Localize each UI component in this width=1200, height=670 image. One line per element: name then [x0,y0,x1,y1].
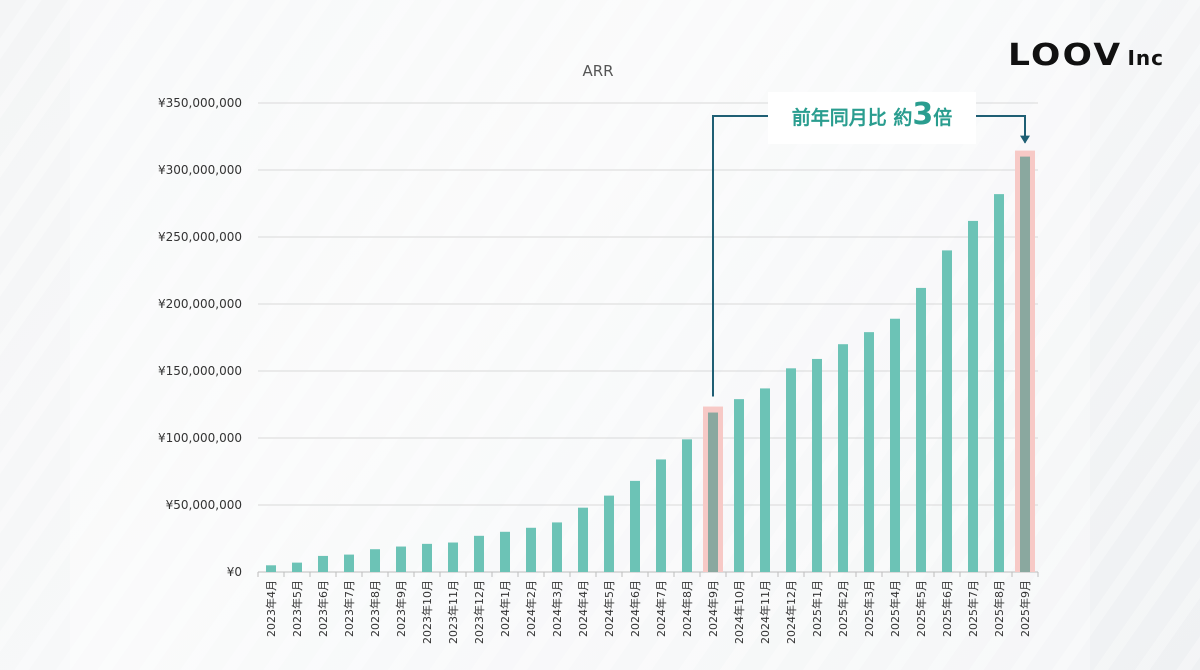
bar [682,439,692,572]
bar [578,507,588,572]
bar [604,495,614,572]
annotation-label-box [768,92,976,144]
x-tick-label: 2025年8月 [992,580,1006,637]
x-tick-label: 2023年9月 [394,580,408,637]
x-tick-label: 2024年11月 [758,580,772,644]
x-tick-label: 2025年7月 [966,580,980,637]
bar [942,250,952,572]
bar [760,388,770,572]
bar [422,543,432,572]
x-tick-label: 2025年3月 [862,580,876,637]
x-tick-label: 2024年2月 [524,580,538,637]
chart-title: ARR [582,62,613,80]
x-tick-label: 2023年6月 [316,580,330,637]
bar [370,549,380,572]
x-tick-label: 2024年3月 [550,580,564,637]
x-tick-label: 2024年8月 [680,580,694,637]
logo-suffix: Inc [1127,46,1164,70]
x-tick-label: 2023年12月 [472,580,486,644]
annotation-emphasis: 3 [912,97,933,132]
x-tick-label: 2025年6月 [940,580,954,637]
bar [292,562,302,572]
x-tick-label: 2023年4月 [264,580,278,637]
x-tick-label: 2025年4月 [888,580,902,637]
bar [838,344,848,572]
bar [448,542,458,572]
bar [630,480,640,572]
annotation-prefix: 前年同月比 約 [792,106,913,129]
x-tick-label: 2024年12月 [784,580,798,644]
x-tick-label: 2025年5月 [914,580,928,637]
x-tick-label: 2024年1月 [498,580,512,637]
company-logo: LOOV Inc [1008,38,1164,73]
x-tick-label: 2023年8月 [368,580,382,637]
x-tick-label: 2023年7月 [342,580,356,637]
y-tick-label: ¥150,000,000 [158,364,242,378]
x-tick-label: 2024年7月 [654,580,668,637]
x-tick-label: 2023年5月 [290,580,304,637]
x-tick-label: 2024年10月 [732,580,746,644]
y-tick-label: ¥0 [227,565,242,579]
y-tick-label: ¥50,000,000 [166,498,242,512]
bar [812,358,822,572]
bar [1020,156,1030,572]
bar [968,220,978,573]
bar [526,527,536,572]
bar [344,554,354,572]
bar [656,459,666,572]
bar [864,332,874,572]
y-tick-label: ¥200,000,000 [158,297,242,311]
bar [786,368,796,572]
bar [708,412,718,572]
annotation-suffix: 倍 [933,106,952,129]
bar [474,535,484,572]
x-tick-label: 2024年4月 [576,580,590,637]
bar [552,522,562,572]
bar [734,399,744,572]
bar [994,194,1004,572]
x-tick-label: 2025年2月 [836,580,850,637]
bar [318,555,328,572]
x-tick-label: 2024年5月 [602,580,616,637]
bar [916,287,926,572]
bar [266,565,276,572]
x-tick-label: 2023年11月 [446,580,460,644]
x-tick-label: 2024年6月 [628,580,642,637]
y-tick-label: ¥250,000,000 [158,230,242,244]
y-tick-label: ¥100,000,000 [158,431,242,445]
y-tick-label: ¥350,000,000 [158,96,242,110]
annotation-arrowhead [1020,135,1030,144]
x-tick-label: 2025年9月 [1018,580,1032,637]
y-tick-label: ¥300,000,000 [158,163,242,177]
bar [890,318,900,572]
x-tick-label: 2024年9月 [706,580,720,637]
x-tick-label: 2023年10月 [420,580,434,644]
annotation-label: 前年同月比 約3倍 [792,97,953,132]
x-tick-label: 2025年1月 [810,580,824,637]
bar [396,546,406,572]
logo-mark: LOOV [1007,38,1123,73]
bar [500,531,510,572]
